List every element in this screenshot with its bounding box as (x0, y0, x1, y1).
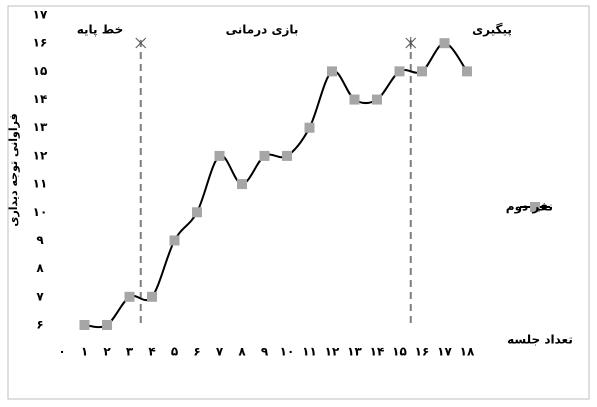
x-tick-label: ۸ (238, 345, 246, 359)
x-tick-label: ۲ (103, 345, 111, 359)
marker (327, 66, 337, 77)
marker (214, 150, 225, 161)
x-tick-label: ۱۰ (280, 345, 295, 359)
x-tick-label: ۱۱ (302, 345, 317, 359)
phase-label: پیگیری (472, 23, 512, 37)
chart-border (7, 5, 590, 400)
marker (304, 122, 315, 133)
marker (237, 179, 247, 190)
y-tick-label: ۷ (36, 289, 44, 303)
y-tick-label: ۱۱ (33, 177, 48, 191)
y-tick-label: ۱۳ (33, 120, 48, 134)
y-tick-label: ۱۲ (33, 148, 48, 162)
x-tick-label: ۱۸ (460, 345, 475, 359)
marker (282, 150, 292, 161)
x-tick-label: ۳ (126, 345, 134, 359)
legend-marker (530, 202, 540, 212)
marker (147, 291, 157, 302)
x-tick-label: ۱۳ (347, 345, 362, 359)
y-axis-label: فراوانی توجه دیداری (7, 113, 20, 226)
x-tick-label: ۴ (148, 345, 155, 359)
marker (169, 235, 180, 246)
marker (462, 66, 472, 77)
marker (124, 291, 135, 302)
marker (192, 207, 202, 218)
x-axis-label: تعداد جلسه (507, 333, 573, 347)
marker (417, 66, 427, 77)
y-tick-label: ۱۶ (33, 36, 48, 50)
marker (372, 94, 382, 105)
marker (102, 320, 112, 330)
x-tick-label: ۹ (261, 345, 269, 359)
marker (439, 38, 450, 49)
legend-label: نفر دوم (506, 200, 553, 215)
x-tick-label: ۰ (58, 345, 65, 359)
marker (79, 320, 90, 330)
x-tick-label: ۱۴ (370, 345, 385, 359)
y-tick-label: ۹ (36, 233, 44, 247)
y-tick-label: ۶ (36, 318, 43, 332)
x-tick-label: ۵ (171, 345, 178, 359)
x-tick-label: ۱۵ (392, 345, 407, 359)
phase-label: بازی درمانی (226, 23, 299, 37)
x-tick-label: ۶ (193, 345, 200, 359)
x-tick-label: ۷ (216, 345, 224, 359)
x-tick-label: ۱۷ (437, 345, 452, 359)
phase-marker (135, 37, 147, 49)
x-tick-label: ۱۲ (325, 345, 340, 359)
y-tick-label: ۱۴ (33, 92, 48, 106)
y-tick-label: ۸ (36, 261, 44, 275)
x-tick-label: ۱۶ (415, 345, 430, 359)
x-tick-label: ۱ (81, 345, 88, 359)
y-tick-label: ۱۰ (33, 205, 48, 219)
phase-label: خط پایه (77, 23, 123, 37)
y-tick-label: ۱۵ (33, 64, 48, 78)
marker (259, 150, 270, 161)
marker (349, 94, 360, 105)
marker (394, 66, 405, 77)
y-tick-label: ۱۷ (33, 8, 48, 22)
